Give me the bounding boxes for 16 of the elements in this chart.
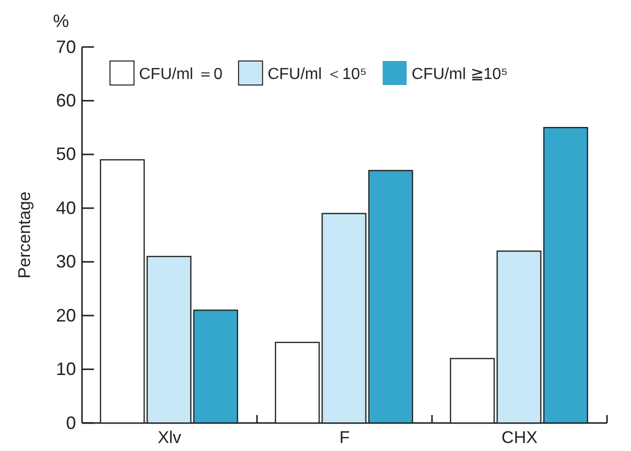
- y-tick-label: 40: [56, 198, 76, 218]
- legend-label: CFU/ml ＝0: [139, 66, 223, 83]
- x-tick-label: F: [339, 428, 350, 448]
- y-tick-label: 30: [56, 252, 76, 272]
- legend-label: CFU/ml ＜10⁵: [268, 66, 367, 83]
- y-tick-label: 60: [56, 90, 76, 110]
- y-tick-label: 70: [56, 36, 76, 57]
- legend-label: CFU/ml ≧10⁵: [412, 66, 508, 83]
- y-tick-label: 50: [56, 144, 76, 164]
- text: %: [52, 11, 70, 31]
- y-tick-label: 20: [56, 305, 76, 326]
- y-axis-title: Percentage: [15, 192, 34, 278]
- y-tick-label: 0: [66, 412, 76, 433]
- y-tick-label: 10: [56, 359, 76, 380]
- x-tick-label: Xlv: [158, 428, 182, 448]
- x-tick-label: CHX: [502, 428, 538, 448]
